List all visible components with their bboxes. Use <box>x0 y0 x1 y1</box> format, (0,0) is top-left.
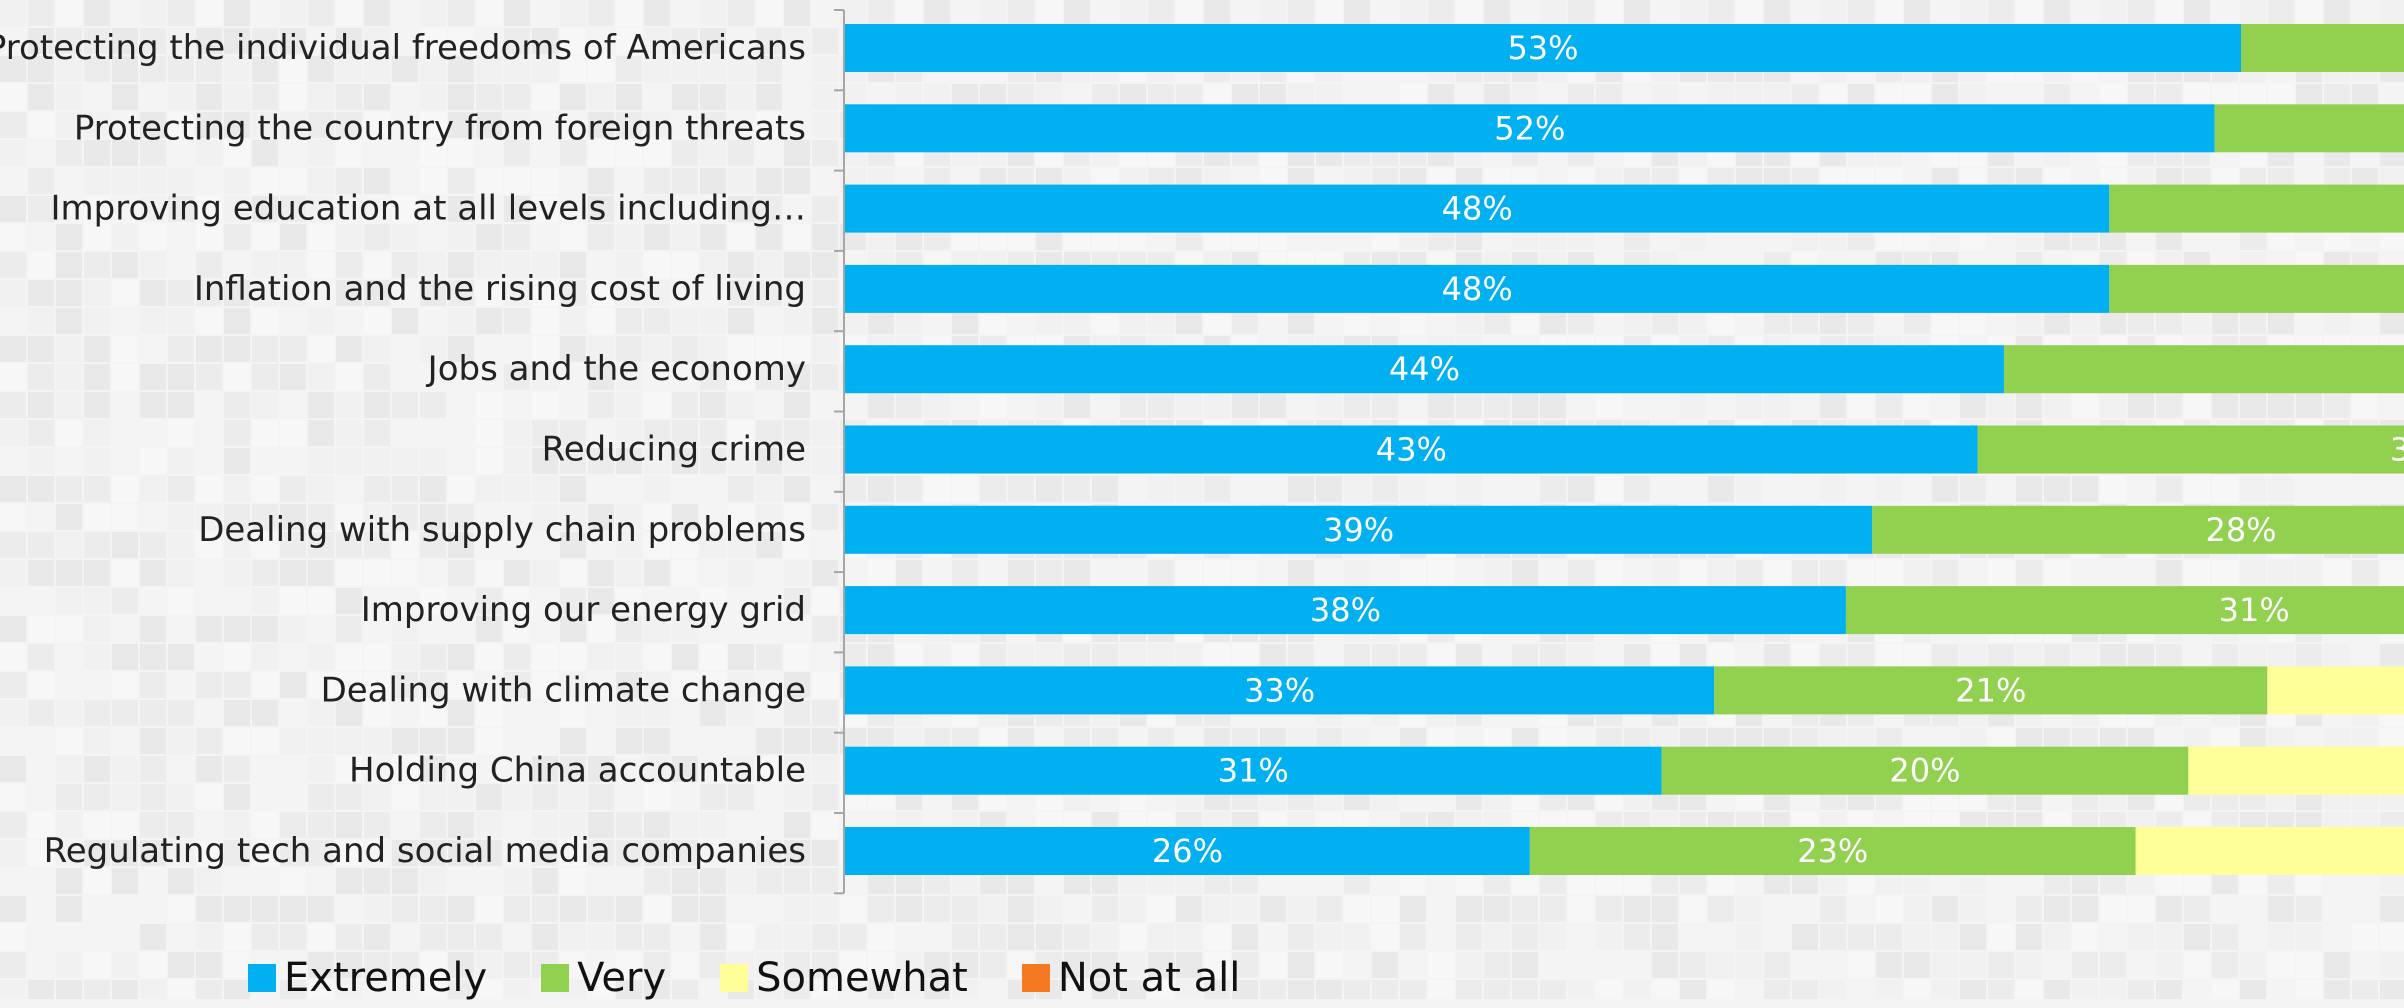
bar-segment-extremely <box>845 425 1978 474</box>
bar-segment-very <box>1872 505 2404 554</box>
legend-label: Somewhat <box>756 955 968 1001</box>
data-label: 21% <box>1955 671 2026 709</box>
category-label: Reducing crime <box>542 430 806 470</box>
data-label: 31% <box>2219 591 2290 629</box>
category-label: Protecting the country from foreign thre… <box>74 108 806 148</box>
bar-segment-extremely <box>845 505 1873 554</box>
legend-item: Extremely <box>248 955 487 1001</box>
legend-item: Not at all <box>1021 955 1241 1001</box>
bar-segment-very <box>1714 666 2268 715</box>
data-label: 23% <box>1797 832 1868 870</box>
data-label: 33% <box>1244 671 1315 709</box>
data-label: 34% <box>2390 431 2404 469</box>
bar-segment-extremely <box>845 184 2110 233</box>
legend-swatch <box>720 964 749 992</box>
category-label: Improving education at all levels includ… <box>50 189 806 229</box>
category-label: Improving our energy grid <box>361 590 806 630</box>
data-label: 39% <box>1323 511 1394 549</box>
legend-item: Very <box>541 955 666 1001</box>
bar-segment-very <box>2003 345 2404 394</box>
data-label: 38% <box>1310 591 1381 629</box>
data-label: 53% <box>1507 29 1578 67</box>
legend-swatch <box>1021 964 1050 992</box>
chart-legend: Extremely Very Somewhat Not at all <box>248 948 1240 1008</box>
category-label: Holding China accountable <box>349 751 806 791</box>
category-label: Inflation and the rising cost of living <box>194 269 806 309</box>
bar-segment-very <box>2109 184 2404 233</box>
data-label: 31% <box>1218 752 1289 790</box>
legend-item: Somewhat <box>720 955 968 1001</box>
bar-segment-extremely <box>845 104 2215 153</box>
bar-segment-very <box>1529 827 2136 875</box>
bar-segment-extremely <box>845 666 1715 715</box>
bar-segment-very <box>2214 104 2404 153</box>
data-label: 48% <box>1442 190 1513 228</box>
category-label: Protecting the individual freedoms of Am… <box>0 28 806 68</box>
bar-segment-somewhat <box>2135 827 2404 875</box>
bar-segment-extremely <box>845 264 2110 313</box>
category-label: Regulating tech and social media compani… <box>44 831 806 871</box>
bar-segment-very <box>2241 24 2404 72</box>
legend-swatch <box>541 964 570 992</box>
bar-segment-extremely <box>845 24 2242 72</box>
category-label: Dealing with climate change <box>321 670 806 710</box>
legend-swatch <box>248 964 276 992</box>
data-label: 20% <box>1889 752 1960 790</box>
data-label: 44% <box>1389 350 1460 388</box>
bar-segment-extremely <box>845 746 1662 795</box>
bar-segment-extremely <box>845 586 1846 635</box>
bar-segment-very <box>1661 746 2189 795</box>
bar-segment-very <box>1845 586 2404 635</box>
bar-segment-very <box>1977 425 2404 474</box>
bar-segment-extremely <box>845 345 2004 394</box>
bar-segment-very <box>2109 264 2404 313</box>
category-label: Dealing with supply chain problems <box>198 510 806 550</box>
data-label: 48% <box>1442 270 1513 308</box>
data-label: 43% <box>1376 431 1447 469</box>
data-label: 52% <box>1494 109 1565 147</box>
bar-segment-somewhat <box>2267 666 2404 715</box>
legend-label: Extremely <box>284 955 488 1001</box>
bar-segment-extremely <box>845 827 1530 875</box>
data-label: 26% <box>1152 832 1223 870</box>
category-label: Jobs and the economy <box>426 349 806 389</box>
data-label: 28% <box>2205 511 2276 549</box>
legend-label: Not at all <box>1057 955 1241 1001</box>
legend-label: Very <box>577 955 667 1001</box>
bar-segment-somewhat <box>2188 746 2404 795</box>
